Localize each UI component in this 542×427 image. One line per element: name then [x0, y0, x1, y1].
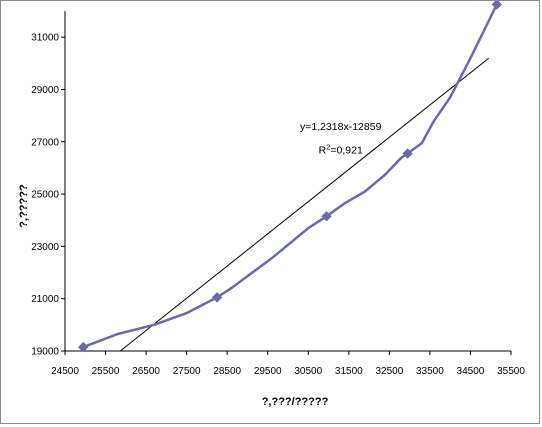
- trendline-equation: y=1,2318x-12859: [300, 121, 382, 133]
- x-tick-label: 27500: [173, 366, 201, 377]
- x-tick-label: 24500: [51, 366, 79, 377]
- r-squared-value: =0,921: [330, 145, 363, 157]
- y-tick-label: 31000: [31, 33, 59, 44]
- annotations-group: y=1,2318x-12859 R2=0,921: [300, 121, 382, 157]
- r-squared-prefix: R: [319, 145, 327, 157]
- trendline: [119, 57, 490, 351]
- x-tick-label: 34500: [457, 366, 485, 377]
- data-point-marker: [321, 211, 332, 222]
- r-squared-superscript: 2: [326, 143, 330, 152]
- y-axis-title-text: ?,?????: [18, 184, 30, 228]
- y-tick-label: 25000: [31, 190, 59, 201]
- x-axis-title: ?,???/?????: [262, 396, 329, 408]
- series-line: [81, 3, 499, 349]
- data-point-marker: [491, 1, 503, 10]
- x-tick-label: 30500: [294, 366, 322, 377]
- y-tick-label: 27000: [31, 137, 59, 148]
- y-tick-label: 19000: [31, 347, 59, 358]
- r-squared-label: R2=0,921: [319, 143, 363, 157]
- data-point-marker: [78, 341, 89, 353]
- x-tick-label: 25500: [92, 366, 120, 377]
- x-tick-label: 31500: [335, 366, 363, 377]
- y-axis-title: ?,?????: [18, 184, 30, 228]
- x-tick-label: 32500: [375, 366, 403, 377]
- x-tick-label: 33500: [416, 366, 444, 377]
- y-tick-label: 23000: [31, 242, 59, 253]
- x-tick-label: 29500: [254, 366, 282, 377]
- y-tick-label: 21000: [31, 294, 59, 305]
- x-tick-label: 35500: [497, 366, 525, 377]
- data-point-marker: [211, 292, 223, 303]
- x-tick-label: 26500: [132, 366, 160, 377]
- y-tick-label: 29000: [31, 85, 59, 96]
- x-tick-label: 28500: [213, 366, 241, 377]
- data-point-marker: [402, 148, 413, 159]
